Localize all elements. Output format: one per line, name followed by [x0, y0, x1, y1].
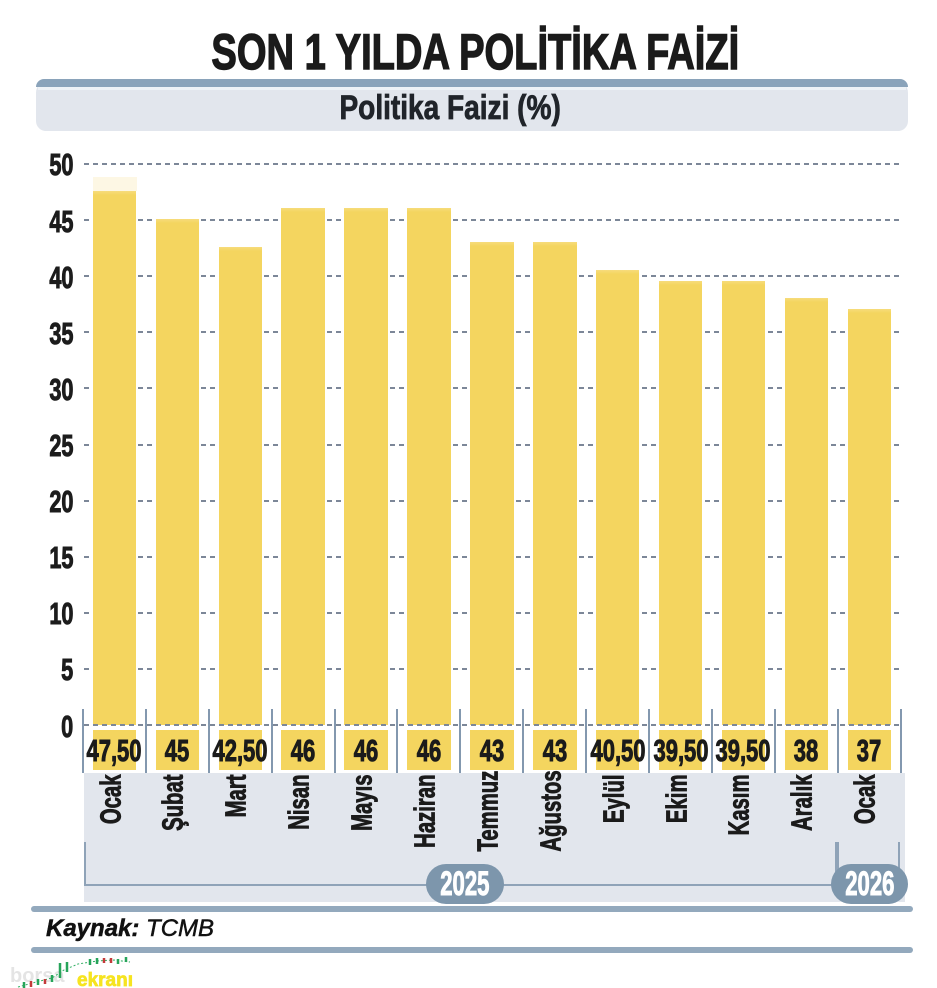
svg-text:ekranı: ekranı — [77, 970, 133, 988]
